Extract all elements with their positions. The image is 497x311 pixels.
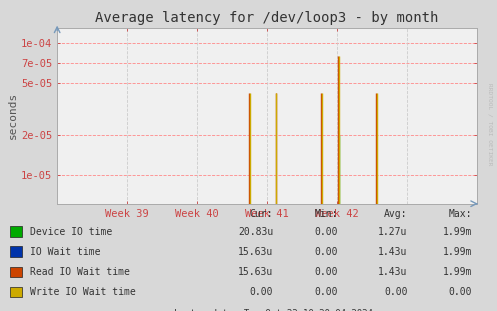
Text: 1.99m: 1.99m <box>443 247 472 257</box>
Text: Device IO time: Device IO time <box>30 227 112 237</box>
Text: 0.00: 0.00 <box>449 287 472 297</box>
Text: IO Wait time: IO Wait time <box>30 247 100 257</box>
Text: 15.63u: 15.63u <box>238 267 273 277</box>
Text: 0.00: 0.00 <box>315 227 338 237</box>
Text: 0.00: 0.00 <box>250 287 273 297</box>
Text: Min:: Min: <box>315 209 338 219</box>
Text: Read IO Wait time: Read IO Wait time <box>30 267 130 277</box>
FancyBboxPatch shape <box>10 247 22 257</box>
Text: Cur:: Cur: <box>250 209 273 219</box>
Text: 1.43u: 1.43u <box>378 267 408 277</box>
Text: Avg:: Avg: <box>384 209 408 219</box>
Text: 1.99m: 1.99m <box>443 227 472 237</box>
Text: 1.43u: 1.43u <box>378 247 408 257</box>
Title: Average latency for /dev/loop3 - by month: Average latency for /dev/loop3 - by mont… <box>95 12 439 26</box>
Text: 1.27u: 1.27u <box>378 227 408 237</box>
Text: 0.00: 0.00 <box>315 247 338 257</box>
Text: 0.00: 0.00 <box>384 287 408 297</box>
Text: Write IO Wait time: Write IO Wait time <box>30 287 136 297</box>
Text: Last update: Tue Oct 22 10:20:04 2024: Last update: Tue Oct 22 10:20:04 2024 <box>174 309 373 311</box>
Text: 0.00: 0.00 <box>315 267 338 277</box>
Text: 20.83u: 20.83u <box>238 227 273 237</box>
Text: Max:: Max: <box>449 209 472 219</box>
FancyBboxPatch shape <box>10 287 22 297</box>
FancyBboxPatch shape <box>10 267 22 277</box>
Text: RRDTOOL / TOBI OETIKER: RRDTOOL / TOBI OETIKER <box>487 83 492 166</box>
Text: 0.00: 0.00 <box>315 287 338 297</box>
Text: 1.99m: 1.99m <box>443 267 472 277</box>
Text: 15.63u: 15.63u <box>238 247 273 257</box>
Y-axis label: seconds: seconds <box>8 92 18 139</box>
FancyBboxPatch shape <box>10 226 22 237</box>
